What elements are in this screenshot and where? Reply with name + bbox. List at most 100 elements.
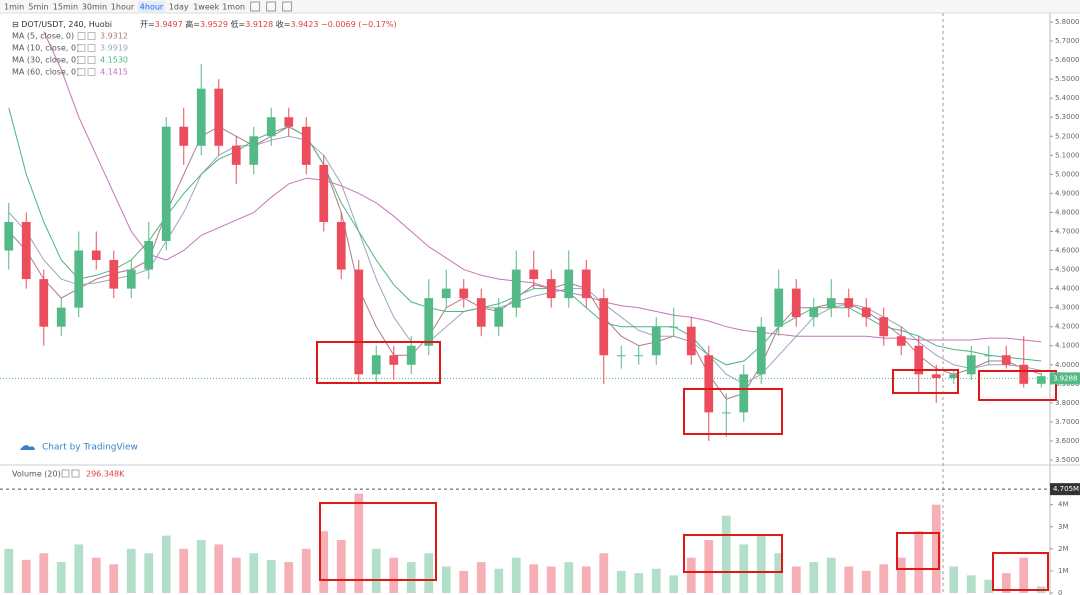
candle-body (896, 336, 906, 346)
legend-icon[interactable] (77, 56, 86, 64)
timeframe-tab[interactable]: 4hour (140, 3, 164, 12)
candle-body (529, 269, 539, 280)
tool-icon[interactable] (282, 1, 293, 12)
candle-body (406, 345, 416, 365)
timeframe-tab[interactable]: 15min (53, 3, 78, 12)
volume-bar (511, 557, 521, 593)
candle-body (721, 412, 731, 414)
volume-bar (476, 562, 486, 593)
volume-bar (739, 544, 749, 593)
volume-bar (39, 553, 49, 593)
legend-icon[interactable] (77, 44, 86, 52)
icon[interactable] (71, 469, 80, 478)
icon[interactable] (61, 469, 70, 478)
candle-body (74, 250, 84, 308)
candle-body (511, 269, 521, 308)
volume-bar (809, 562, 819, 593)
volume-bar (494, 568, 504, 593)
legend-icon[interactable] (77, 68, 86, 76)
candle-body (126, 269, 136, 289)
legend-icon[interactable] (87, 44, 96, 52)
legend-name: MA (5, close, 0) (12, 32, 74, 41)
volume-bar (546, 566, 556, 593)
volume-bar (704, 540, 714, 593)
volume-bar (371, 548, 381, 593)
tool-icon[interactable] (266, 1, 277, 12)
volume-bar (844, 566, 854, 593)
y-tick-label: 4.0000 (1055, 361, 1080, 369)
volume-label-bg (1050, 483, 1080, 496)
candles (4, 63, 1046, 441)
volume-bar (424, 553, 434, 593)
candle-body (651, 326, 661, 356)
timeframe-tab[interactable]: 1min (4, 3, 24, 12)
legend-name: MA (30, close, 0) (12, 56, 79, 65)
timeframe-tab[interactable]: 1week (193, 3, 219, 12)
timeframe-tab[interactable]: 1mon (222, 3, 245, 12)
candle-body (546, 279, 556, 299)
ohlc-value: 3.9497 (155, 20, 183, 29)
highlight-box (316, 341, 441, 384)
volume-tick-label: 0 (1058, 589, 1062, 595)
timeframe-tab[interactable]: 5min (28, 3, 48, 12)
y-tick-label: 4.9000 (1055, 189, 1080, 197)
volume-bar (861, 570, 871, 593)
symbol: DOT/USDT, 240, Huobi (21, 20, 112, 29)
legend-icon[interactable] (87, 68, 96, 76)
toolbar: 1min 5min 15min 30min 1hour 4hour 1day 1week 1mo… (4, 1, 293, 12)
timeframe-tab[interactable]: 30min (82, 3, 107, 12)
candle-body (56, 307, 66, 327)
volume-bar (459, 570, 469, 593)
candle-body (966, 355, 976, 375)
y-tick-label: 4.4000 (1055, 285, 1080, 293)
timeframe-tab[interactable]: 1day (169, 3, 189, 12)
candle-body (739, 374, 749, 413)
y-tick-label: 5.4000 (1055, 94, 1080, 102)
legend-icon[interactable] (87, 56, 96, 64)
candle-body (844, 298, 854, 308)
legend-icon[interactable] (87, 32, 96, 40)
volume-bar (616, 570, 626, 593)
volume-bar (756, 535, 766, 593)
legend-value: 4.1530 (100, 56, 128, 65)
highlight-box (978, 370, 1057, 401)
chart-title: ⊟ DOT/USDT, 240, Huobi (12, 20, 112, 29)
candle-body (634, 355, 644, 357)
volume-current-label: 4.705M (1053, 485, 1079, 493)
candle-body (931, 374, 941, 379)
candle-body (249, 136, 259, 165)
y-tick-label: 4.7000 (1055, 227, 1080, 235)
volume-bar (791, 566, 801, 593)
timeframe-tab[interactable]: 1hour (111, 3, 135, 12)
volume-bar (669, 575, 679, 593)
candle-body (861, 307, 871, 318)
volume-tick-label: 4M (1058, 501, 1069, 509)
legend-value: 3.9919 (100, 44, 128, 53)
volume-bar (179, 548, 189, 593)
legend-name: MA (60, close, 0) (12, 68, 79, 77)
candle-body (599, 298, 609, 356)
volume-bar (931, 504, 941, 593)
watermark: Chart by TradingView (20, 443, 138, 453)
volume-bar (56, 562, 66, 593)
candle-body (704, 355, 714, 413)
volume-bar (354, 493, 364, 593)
candle-body (809, 307, 819, 318)
candle-body (756, 326, 766, 375)
tool-icon[interactable] (250, 1, 261, 12)
volume-bar (914, 531, 924, 593)
volume-bar (634, 573, 644, 593)
volume-bar (949, 566, 959, 593)
candle-body (389, 355, 399, 365)
candle-body (39, 279, 49, 327)
y-tick-label: 5.2000 (1055, 132, 1080, 140)
legend: MA (5, close, 0) 3.9312 MA (10, close, 0) 3… (12, 32, 128, 77)
change: −0.0069 (−0.17%) (321, 20, 397, 29)
candle-body (984, 355, 994, 357)
legend-value: 4.1415 (100, 68, 128, 77)
legend-icon[interactable] (77, 32, 86, 40)
y-tick-label: 3.5000 (1055, 456, 1080, 464)
volume-bar (721, 515, 731, 593)
ohlc-value: 3.9423 (290, 20, 318, 29)
candle-body (231, 145, 241, 165)
